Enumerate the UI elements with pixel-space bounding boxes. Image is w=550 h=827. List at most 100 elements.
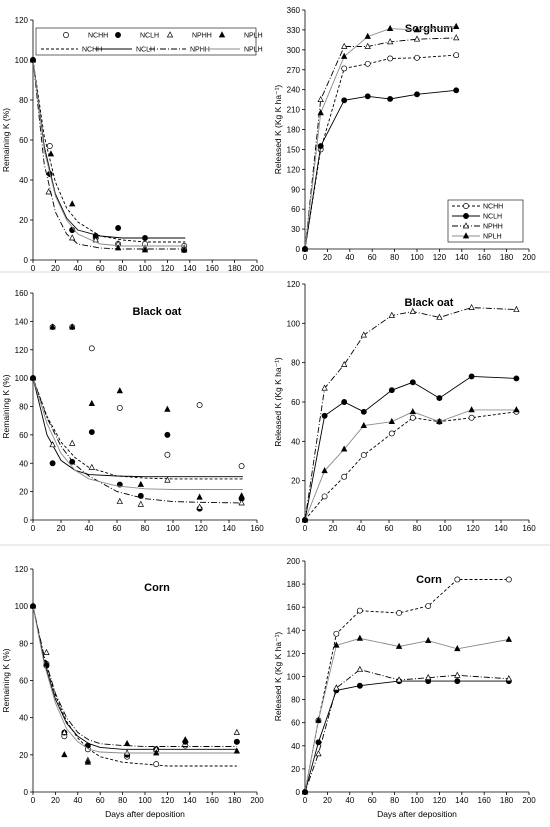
data-point-nplh [453,22,460,29]
data-point-nchh [387,55,394,62]
x-tick-label: 80 [118,264,127,273]
data-point-nplh [360,421,367,428]
data-point-nplh [317,109,324,116]
data-point-nplh [69,323,76,330]
y-tick-label: 40 [19,459,28,468]
x-tick-label: 20 [57,524,66,533]
series-line-nchh [304,411,517,521]
y-tick-label: 0 [296,788,301,797]
data-point-nclh [356,682,363,689]
y-tick-label: 160 [287,603,301,612]
data-point-nclh [341,399,348,405]
x-tick-label: 160 [478,253,492,262]
data-point-nplh [301,516,309,523]
x-tick-label: 100 [138,264,152,273]
data-point-nplh [69,200,76,207]
series-nphh [29,602,241,763]
fit-curve-nphh [32,59,186,250]
y-tick-label: 20 [291,765,300,774]
y-tick-label: 40 [19,176,28,185]
series-nchh [302,408,520,523]
x-tick-label: 120 [433,253,447,262]
fit-curve-nphh [32,606,237,747]
y-tick-label: 120 [15,565,29,574]
data-point-nchh [360,452,367,459]
data-point-nplh [321,467,328,474]
legend-label-nclh: NCLH [483,214,502,221]
x-tick-label: 120 [194,524,208,533]
data-point-nphh [341,42,348,49]
y-tick-label: 60 [291,398,300,407]
legend-marker-nchh [463,203,469,209]
series-line-nplh [304,26,457,250]
x-tick-label: 140 [455,796,469,805]
x-tick-label: 20 [51,796,60,805]
x-tick-label: 0 [303,796,308,805]
data-point-nphh [453,34,460,41]
data-point-nplh [153,749,160,756]
data-point-nclh [513,375,520,382]
data-point-nplh [413,26,421,33]
legend-marker-nclh [463,213,469,219]
x-tick-label: 60 [113,524,122,533]
chart-title: Corn [144,582,170,594]
y-tick-label: 180 [287,126,301,135]
y-tick-label: 120 [287,165,301,174]
data-point-nchh [153,761,160,768]
data-point-nphh [69,439,76,446]
legend-marker-nclh [115,32,121,38]
data-point-nplh [181,246,188,253]
x-tick-label: 80 [118,796,127,805]
data-point-nplh [49,323,56,330]
y-axis-title: Released K (Kg K ha⁻¹) [273,357,283,447]
series-nplh [301,22,460,252]
data-point-nchh [364,60,371,67]
data-point-nphh [468,303,475,310]
data-point-nclh [142,235,148,241]
y-tick-label: 80 [19,403,28,412]
y-tick-label: 20 [19,751,28,760]
y-tick-label: 140 [15,317,29,326]
data-point-nplh [315,716,322,723]
data-point-nphh [505,675,513,682]
data-point-nplh [388,417,395,425]
series-nplh [29,602,241,765]
x-tick-label: 160 [522,524,536,533]
x-tick-label: 120 [161,264,175,273]
fit-curve-nphh [32,377,244,504]
data-point-nplh [409,408,416,415]
data-point-nplh [454,645,461,652]
y-tick-label: 120 [287,649,301,658]
fit-curve-nchh [32,59,186,243]
x-tick-label: 60 [96,264,105,273]
fit-curve-nplh [32,377,243,490]
fit-curve-nplh [32,59,186,247]
y-tick-label: 140 [287,626,301,635]
data-point-nphh [360,331,367,338]
series-nphh [29,56,188,251]
y-tick-label: 80 [291,359,300,368]
y-tick-label: 120 [287,280,301,289]
y-tick-label: 100 [15,602,29,611]
y-tick-label: 120 [15,346,29,355]
legend-label-nclh: NCLH [140,33,159,40]
data-point-nphh [341,360,348,367]
data-point-nclh [387,96,394,102]
data-point-nplh [29,374,37,381]
y-tick-label: 60 [19,136,28,145]
data-point-nphh [116,497,123,504]
y-tick-label: 40 [19,714,28,723]
x-tick-label: 0 [31,524,36,533]
data-point-nphh [233,728,241,735]
y-tick-label: 60 [19,431,28,440]
series-nplh [29,323,245,500]
x-tick-label: 60 [368,253,377,262]
data-point-nclh [317,143,324,150]
data-point-nclh [454,678,461,685]
data-point-nchh [388,430,395,437]
legend-label-nplh: NPLH [483,234,502,241]
data-point-nclh [436,395,443,402]
data-point-nclh [360,408,367,415]
x-tick-label: 140 [494,524,508,533]
data-point-nclh [409,379,416,386]
